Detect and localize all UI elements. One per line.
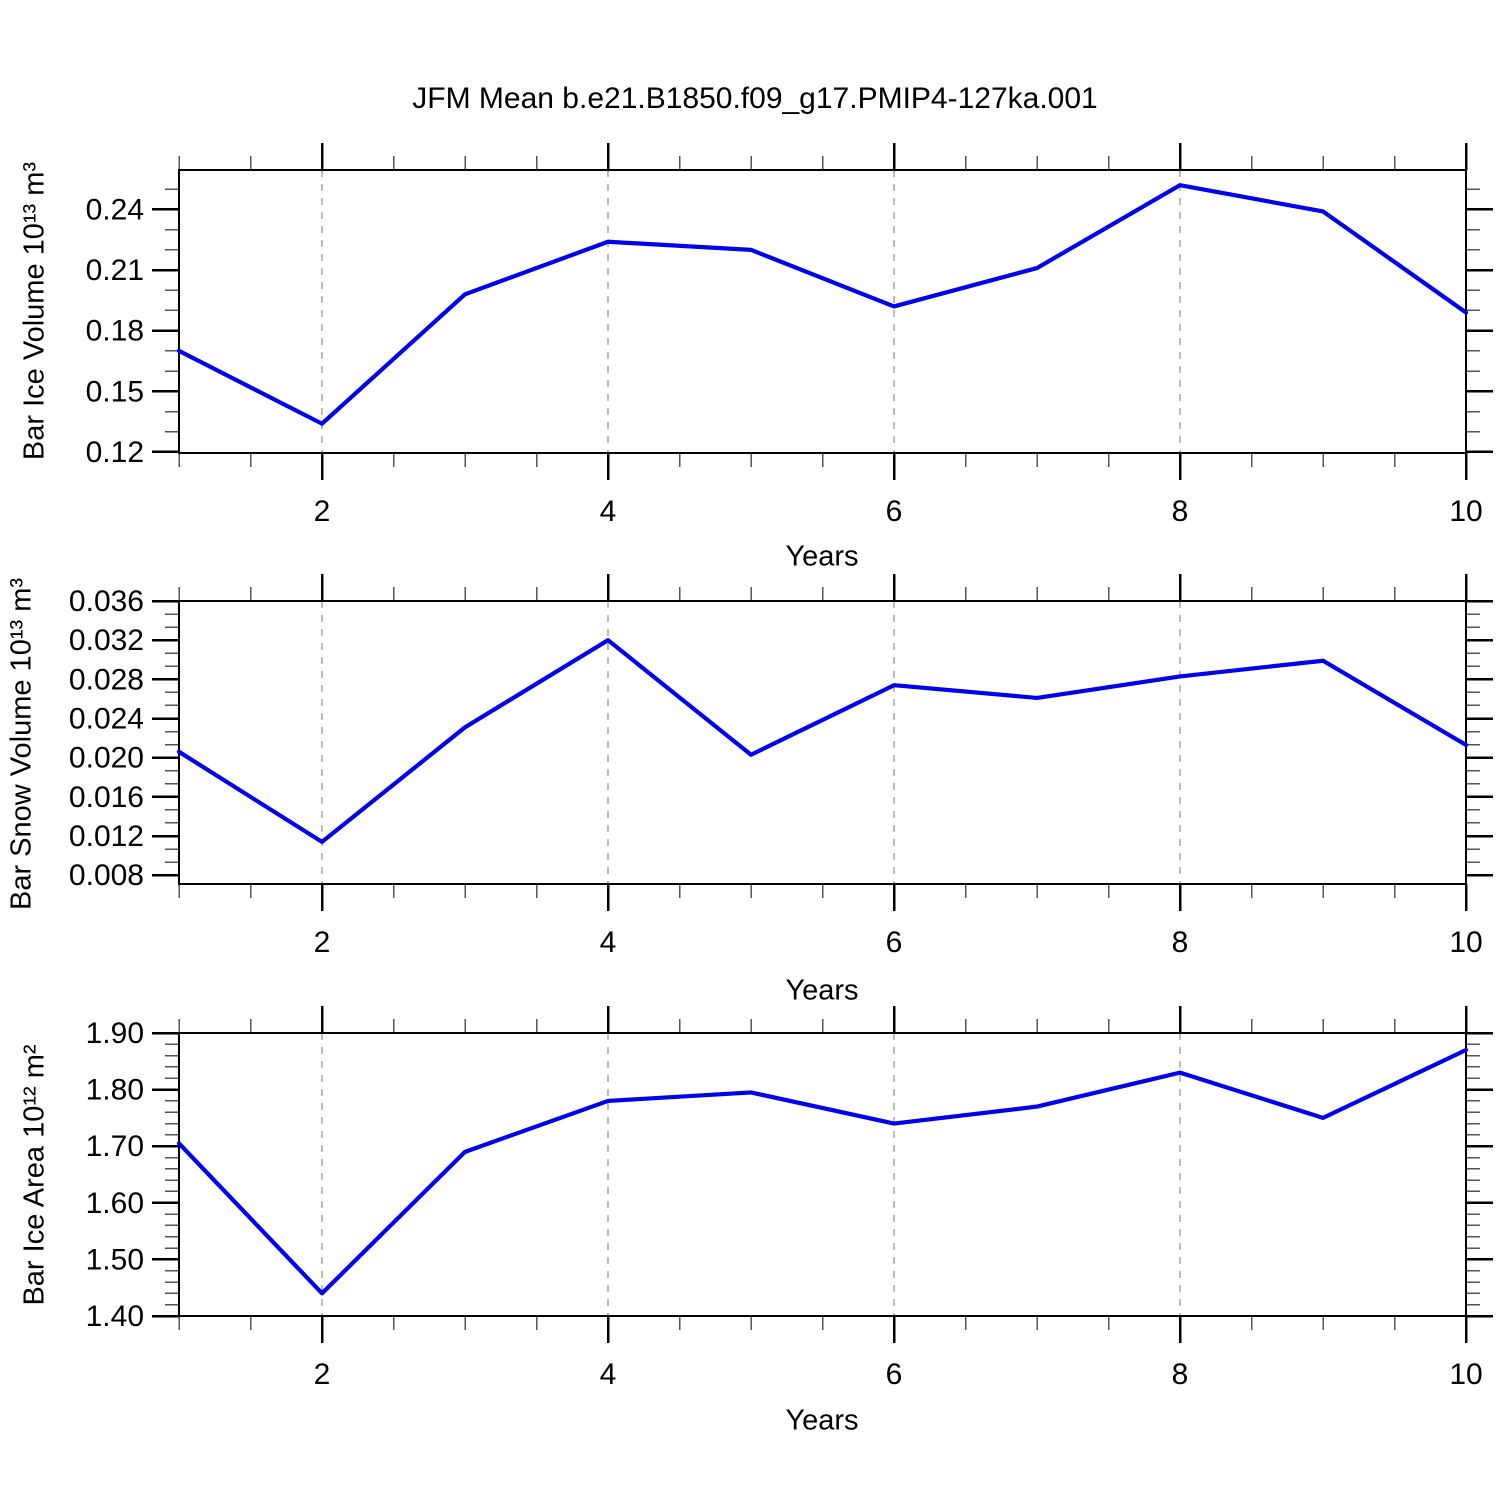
y-tick-label: 1.50 xyxy=(86,1243,144,1276)
x-tick-label: 10 xyxy=(1449,1358,1482,1391)
x-axis-label-years-3: Years xyxy=(785,1404,859,1437)
y-axis-label-snow-volume: Bar Snow Volume 10¹³ m³ xyxy=(5,577,38,911)
x-tick-label: 6 xyxy=(886,1358,903,1391)
y-tick-label: 0.032 xyxy=(69,624,144,657)
y-tick-label: 1.80 xyxy=(86,1074,144,1107)
series-line xyxy=(176,1047,1469,1296)
x-tick-label: 4 xyxy=(600,495,617,528)
x-tick-label: 2 xyxy=(314,495,331,528)
y-tick-label: 0.12 xyxy=(86,436,144,469)
y-tick-label: 0.012 xyxy=(69,820,144,853)
x-tick-label: 2 xyxy=(314,926,331,959)
y-tick-label: 0.020 xyxy=(69,742,144,775)
panel-frame xyxy=(177,599,1468,886)
y-tick-label: 0.028 xyxy=(69,663,144,696)
x-axis-label-years-2: Years xyxy=(785,974,859,1007)
panel-frame xyxy=(177,1031,1468,1318)
chart-title: JFM Mean b.e21.B1850.f09_g17.PMIP4-127ka… xyxy=(412,82,1098,115)
y-tick-label: 1.70 xyxy=(86,1130,144,1163)
y-axis-label-ice-volume: Bar Ice Volume 10¹³ m³ xyxy=(18,161,51,461)
x-axis-label-years-1: Years xyxy=(785,540,859,573)
y-tick-label: 1.90 xyxy=(86,1017,144,1050)
y-tick-label: 0.24 xyxy=(86,193,144,226)
x-tick-label: 4 xyxy=(600,926,617,959)
x-tick-label: 8 xyxy=(1172,495,1189,528)
x-tick-label: 6 xyxy=(886,926,903,959)
y-tick-label: 1.40 xyxy=(86,1300,144,1333)
y-axis-label-ice-area: Bar Ice Area 10¹² m² xyxy=(18,1044,51,1306)
x-tick-label: 8 xyxy=(1172,1358,1189,1391)
series-line xyxy=(176,638,1469,844)
y-tick-label: 0.008 xyxy=(69,859,144,892)
x-tick-label: 2 xyxy=(314,1358,331,1391)
y-tick-label: 0.036 xyxy=(69,585,144,618)
y-tick-label: 0.15 xyxy=(86,375,144,408)
y-tick-label: 0.18 xyxy=(86,315,144,348)
x-tick-label: 4 xyxy=(600,1358,617,1391)
y-tick-label: 0.21 xyxy=(86,254,144,287)
x-tick-label: 10 xyxy=(1449,926,1482,959)
x-tick-label: 6 xyxy=(886,495,903,528)
y-tick-label: 0.024 xyxy=(69,703,144,736)
x-tick-label: 8 xyxy=(1172,926,1189,959)
y-tick-label: 0.016 xyxy=(69,781,144,814)
x-tick-label: 10 xyxy=(1449,495,1482,528)
panel-frame xyxy=(177,168,1468,455)
series-line xyxy=(176,183,1469,426)
y-tick-label: 1.60 xyxy=(86,1187,144,1220)
